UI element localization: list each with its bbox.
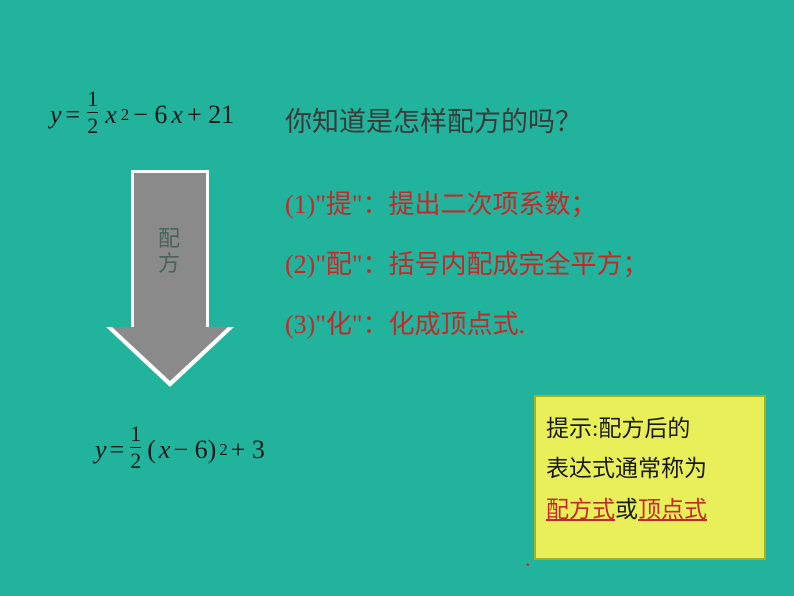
- arrow-head-fill: [112, 327, 228, 381]
- term-peifangshi: 配方式: [546, 497, 615, 522]
- formula-original: y = 1 2 x2 − 6x + 21: [50, 90, 234, 139]
- var-x: x: [159, 435, 171, 465]
- or-text: 或: [615, 497, 638, 522]
- equals: =: [66, 100, 81, 130]
- minus-6-close: − 6): [173, 435, 216, 465]
- numerator: 1: [87, 88, 98, 112]
- arrow-down: 配方: [115, 170, 225, 390]
- denominator: 2: [87, 112, 98, 137]
- numerator: 1: [130, 423, 141, 447]
- question-text: 你知道是怎样配方的吗？: [285, 100, 582, 139]
- formula-vertex: y = 1 2 (x − 6)2 + 3: [95, 425, 265, 474]
- exponent-2: 2: [121, 105, 129, 125]
- var-y: y: [50, 100, 62, 130]
- plus-3: + 3: [231, 435, 265, 465]
- step-2: (2)"配"：括号内配成完全平方；: [285, 235, 649, 295]
- equals: =: [110, 435, 125, 465]
- plus-21: + 21: [187, 100, 234, 130]
- hint-line-2: 表达式通常称为: [546, 449, 754, 489]
- arrow-shaft: 配方: [131, 170, 209, 330]
- step-3: (3)"化"：化成顶点式.: [285, 295, 649, 355]
- var-y: y: [95, 435, 107, 465]
- step-1: (1)"提"：提出二次项系数；: [285, 175, 649, 235]
- var-x: x: [105, 100, 117, 130]
- fraction-half: 1 2: [87, 88, 98, 137]
- term-dingdianshi: 顶点式: [638, 497, 707, 522]
- open-paren: (: [147, 435, 156, 465]
- hint-box: 提示:配方后的 表达式通常称为 配方式或顶点式: [534, 395, 766, 560]
- hint-line-3: 配方式或顶点式: [546, 490, 754, 530]
- denominator: 2: [130, 447, 141, 472]
- slide-container: y = 1 2 x2 − 6x + 21 你知道是怎样配方的吗？ (1)"提"：…: [0, 0, 794, 596]
- period-underline: .: [525, 546, 531, 572]
- fraction-half: 1 2: [130, 423, 141, 472]
- exponent-2: 2: [219, 440, 227, 460]
- steps-list: (1)"提"：提出二次项系数； (2)"配"：括号内配成完全平方； (3)"化"…: [285, 175, 649, 354]
- var-x2: x: [171, 100, 183, 130]
- minus-6: − 6: [133, 100, 167, 130]
- hint-line-1: 提示:配方后的: [546, 409, 754, 449]
- arrow-label: 配方: [158, 227, 182, 275]
